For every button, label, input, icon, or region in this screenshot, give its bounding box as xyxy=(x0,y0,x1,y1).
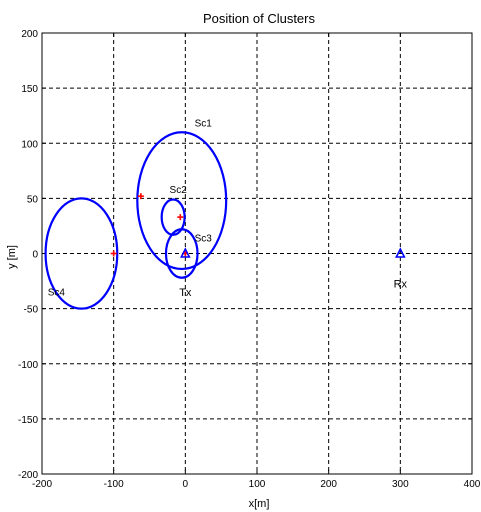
x-axis-label: x[m] xyxy=(249,498,270,510)
y-tick-label: 150 xyxy=(21,84,38,95)
x-tick-label: 400 xyxy=(464,479,481,490)
y-tick-label: -50 xyxy=(24,305,39,316)
plot-frame xyxy=(41,32,473,475)
cluster-circle-sc4 xyxy=(44,197,119,310)
node-label-tx: Tx xyxy=(179,287,192,299)
x-tick-label: -100 xyxy=(104,479,124,490)
chart-marks: Sc1 Sc2 Sc3 Sc4 Tx Rx xyxy=(44,119,408,310)
node-marker-tx xyxy=(180,247,191,258)
y-axis-label: y [m] xyxy=(6,245,18,269)
x-tick-label: 300 xyxy=(392,479,409,490)
y-tick-label: 50 xyxy=(27,194,39,205)
x-tick-label: 0 xyxy=(183,479,189,490)
cluster-center-sc1 xyxy=(137,193,144,200)
x-tick-label: 200 xyxy=(320,479,337,490)
cluster-circle-sc1 xyxy=(136,131,228,271)
y-tick-labels: -200 -150 -100 -50 0 50 100 150 200 xyxy=(18,29,38,481)
cluster-circle-sc2 xyxy=(160,198,186,236)
cluster-circle-sc3 xyxy=(164,228,199,279)
cluster-center-sc4 xyxy=(110,250,117,257)
cluster-label-sc3: Sc3 xyxy=(195,233,213,244)
y-tick-label: -100 xyxy=(18,360,38,371)
node-label-rx: Rx xyxy=(394,278,408,290)
grid xyxy=(41,32,473,475)
y-tick-label: 100 xyxy=(21,139,38,150)
x-tick-labels: -200 -100 0 100 200 300 400 xyxy=(32,479,481,490)
cluster-label-sc4: Sc4 xyxy=(48,287,66,298)
chart-title: Position of Clusters xyxy=(203,11,315,26)
cluster-label-sc2: Sc2 xyxy=(170,185,188,196)
x-tick-label: 100 xyxy=(249,479,266,490)
node-marker-rx xyxy=(395,247,406,258)
y-tick-label: 200 xyxy=(21,29,38,40)
y-tick-label: -200 xyxy=(18,470,38,481)
cluster-center-sc2 xyxy=(177,214,184,221)
y-tick-label: -150 xyxy=(18,415,38,426)
cluster-label-sc1: Sc1 xyxy=(195,119,213,130)
x-tick-label: -200 xyxy=(32,479,52,490)
y-tick-label: 0 xyxy=(32,250,38,261)
